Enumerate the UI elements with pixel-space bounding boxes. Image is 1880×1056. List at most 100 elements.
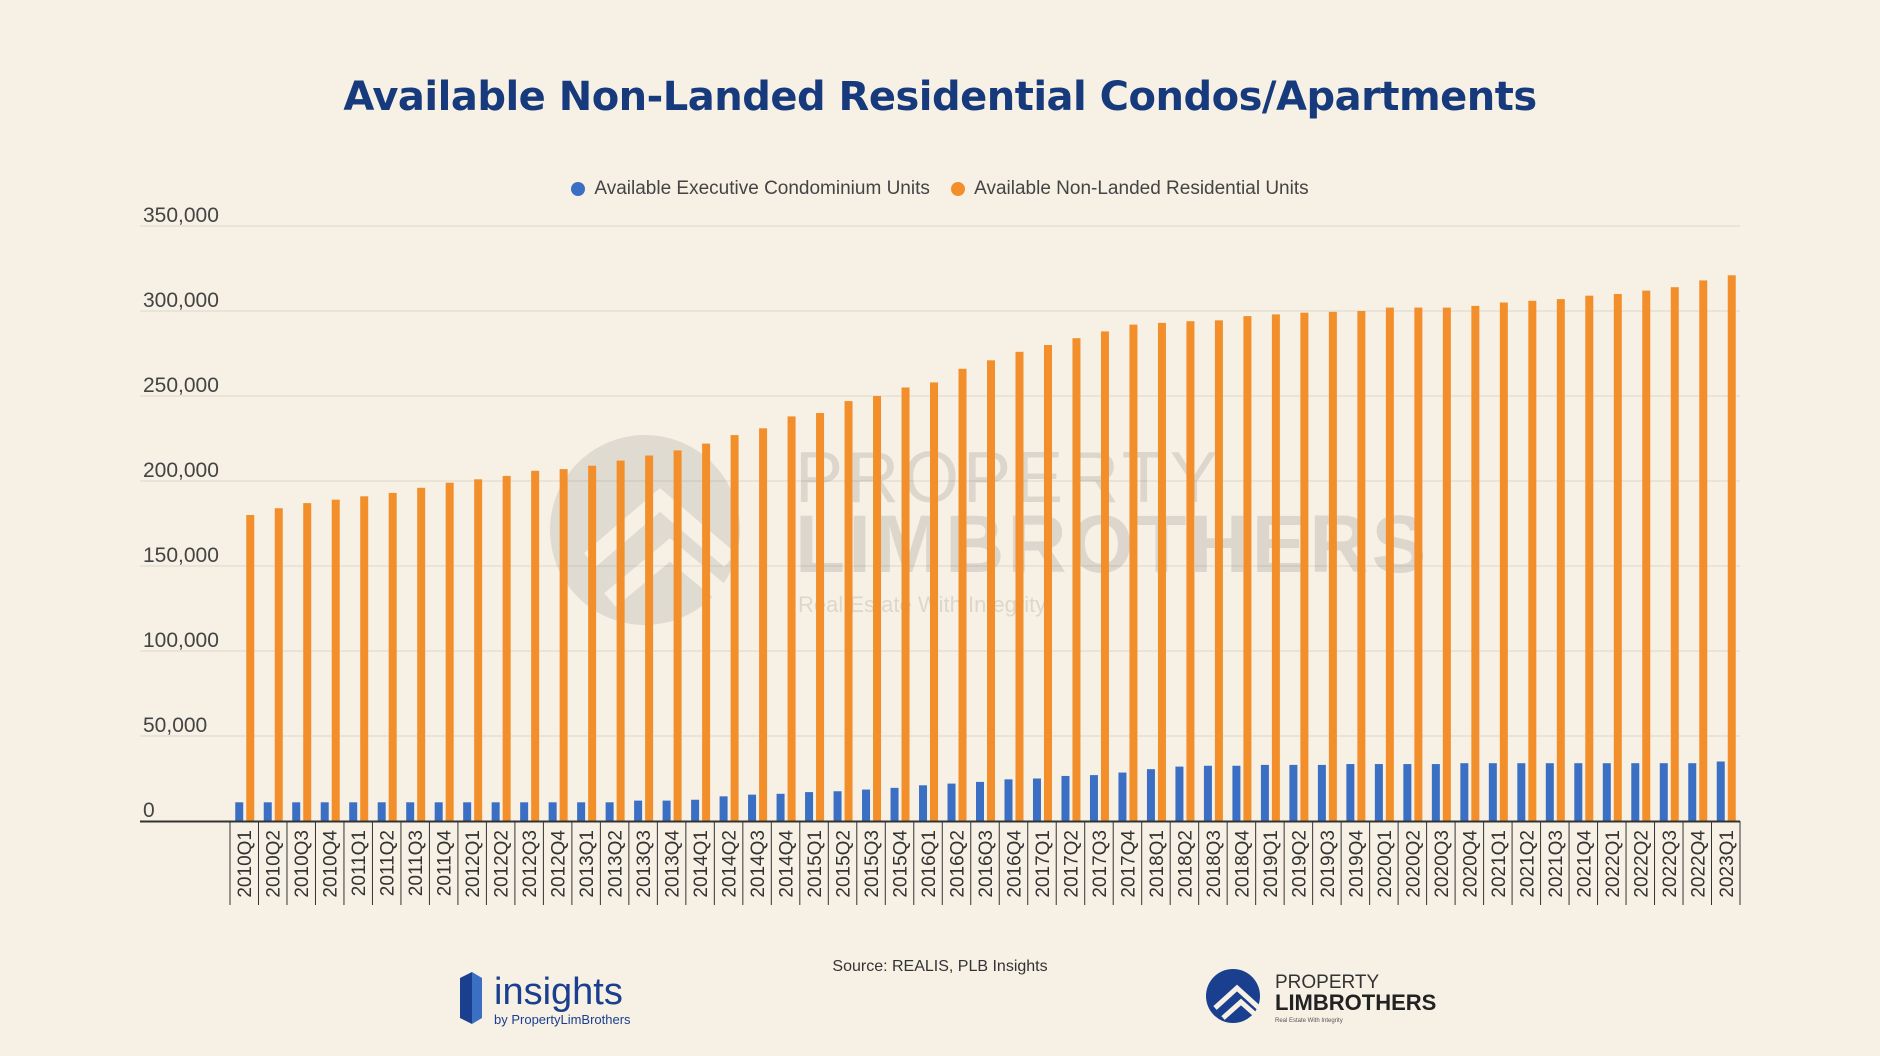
- bar-ec-2019Q3[interactable]: [1317, 764, 1326, 821]
- bar-ec-2022Q4[interactable]: [1688, 763, 1697, 821]
- bar-ec-2017Q1[interactable]: [1032, 778, 1041, 822]
- bar-ec-2012Q2[interactable]: [491, 802, 500, 821]
- bar-nonlanded-2021Q1[interactable]: [1499, 302, 1508, 822]
- bar-nonlanded-2023Q1[interactable]: [1727, 275, 1736, 821]
- bar-ec-2019Q2[interactable]: [1289, 764, 1298, 821]
- bar-nonlanded-2015Q1[interactable]: [816, 413, 825, 821]
- bar-ec-2013Q4[interactable]: [662, 800, 671, 821]
- bar-nonlanded-2015Q3[interactable]: [873, 396, 882, 821]
- bar-nonlanded-2017Q1[interactable]: [1043, 345, 1052, 821]
- bar-ec-2021Q1[interactable]: [1488, 763, 1497, 821]
- bar-nonlanded-2015Q4[interactable]: [901, 387, 910, 822]
- bar-nonlanded-2016Q4[interactable]: [1015, 351, 1024, 821]
- bar-ec-2012Q4[interactable]: [548, 802, 557, 821]
- bar-ec-2020Q1[interactable]: [1374, 764, 1383, 821]
- bar-nonlanded-2019Q4[interactable]: [1357, 311, 1366, 821]
- bar-nonlanded-2016Q2[interactable]: [958, 368, 967, 821]
- bar-ec-2013Q1[interactable]: [577, 802, 586, 821]
- legend-item-ec[interactable]: Available Executive Condominium Units: [571, 178, 930, 200]
- bar-ec-2012Q3[interactable]: [520, 802, 529, 821]
- bar-ec-2011Q4[interactable]: [434, 802, 443, 821]
- bar-nonlanded-2018Q3[interactable]: [1214, 320, 1223, 821]
- bar-ec-2022Q1[interactable]: [1602, 763, 1611, 821]
- bar-nonlanded-2012Q4[interactable]: [559, 469, 568, 821]
- bar-nonlanded-2017Q2[interactable]: [1072, 338, 1081, 821]
- bar-ec-2011Q1[interactable]: [349, 802, 358, 821]
- bar-nonlanded-2014Q3[interactable]: [759, 428, 768, 821]
- bar-nonlanded-2020Q2[interactable]: [1414, 307, 1423, 822]
- bar-ec-2016Q3[interactable]: [976, 781, 984, 821]
- bar-nonlanded-2011Q1[interactable]: [360, 496, 369, 821]
- bar-nonlanded-2013Q2[interactable]: [616, 460, 625, 821]
- bar-ec-2018Q3[interactable]: [1203, 765, 1212, 821]
- bar-ec-2011Q3[interactable]: [406, 802, 415, 821]
- bar-ec-2015Q3[interactable]: [862, 789, 871, 821]
- bar-ec-2014Q4[interactable]: [776, 793, 785, 821]
- legend-item-nonlanded[interactable]: Available Non-Landed Residential Units: [951, 178, 1309, 200]
- bar-ec-2021Q3[interactable]: [1545, 763, 1554, 821]
- bar-ec-2019Q1[interactable]: [1260, 764, 1269, 821]
- bar-ec-2023Q1[interactable]: [1716, 761, 1725, 822]
- bar-nonlanded-2021Q4[interactable]: [1585, 295, 1594, 821]
- bar-nonlanded-2010Q1[interactable]: [246, 515, 255, 821]
- bar-nonlanded-2018Q2[interactable]: [1186, 321, 1195, 821]
- bar-nonlanded-2018Q4[interactable]: [1243, 316, 1252, 821]
- bar-nonlanded-2011Q3[interactable]: [417, 487, 426, 821]
- bar-nonlanded-2020Q3[interactable]: [1442, 307, 1451, 822]
- bar-nonlanded-2010Q3[interactable]: [303, 503, 312, 821]
- bar-nonlanded-2014Q4[interactable]: [787, 416, 796, 821]
- bar-nonlanded-2010Q4[interactable]: [331, 499, 340, 821]
- bar-ec-2010Q2[interactable]: [263, 802, 272, 821]
- bar-ec-2019Q4[interactable]: [1346, 764, 1355, 821]
- bar-nonlanded-2020Q4[interactable]: [1471, 305, 1480, 821]
- bar-ec-2010Q3[interactable]: [292, 802, 301, 821]
- bar-nonlanded-2018Q1[interactable]: [1157, 322, 1166, 821]
- bar-nonlanded-2021Q2[interactable]: [1528, 300, 1537, 821]
- bar-ec-2018Q4[interactable]: [1232, 765, 1241, 821]
- bar-ec-2018Q2[interactable]: [1175, 766, 1184, 821]
- bar-ec-2015Q4[interactable]: [890, 787, 899, 821]
- bar-ec-2010Q1[interactable]: [235, 802, 244, 821]
- bar-nonlanded-2015Q2[interactable]: [844, 401, 853, 821]
- bar-ec-2014Q1[interactable]: [691, 799, 700, 821]
- bar-ec-2011Q2[interactable]: [377, 802, 386, 821]
- bar-nonlanded-2016Q1[interactable]: [930, 382, 939, 821]
- bar-nonlanded-2012Q2[interactable]: [502, 475, 511, 821]
- bar-nonlanded-2012Q1[interactable]: [474, 479, 483, 821]
- bar-ec-2021Q4[interactable]: [1574, 763, 1583, 821]
- bar-nonlanded-2022Q1[interactable]: [1613, 294, 1622, 821]
- bar-ec-2022Q2[interactable]: [1631, 763, 1640, 821]
- bar-ec-2020Q4[interactable]: [1460, 763, 1469, 821]
- bar-ec-2012Q1[interactable]: [463, 802, 472, 821]
- bar-ec-2013Q3[interactable]: [634, 800, 643, 821]
- bar-nonlanded-2017Q3[interactable]: [1100, 331, 1109, 821]
- bar-nonlanded-2017Q4[interactable]: [1129, 324, 1138, 821]
- bar-ec-2017Q2[interactable]: [1061, 775, 1070, 821]
- bar-ec-2020Q3[interactable]: [1431, 764, 1440, 821]
- bar-nonlanded-2013Q1[interactable]: [588, 465, 597, 821]
- bar-nonlanded-2019Q1[interactable]: [1271, 314, 1280, 821]
- bar-ec-2014Q3[interactable]: [748, 794, 757, 821]
- bar-ec-2018Q1[interactable]: [1146, 769, 1155, 821]
- bar-nonlanded-2013Q3[interactable]: [645, 455, 654, 822]
- bar-nonlanded-2011Q4[interactable]: [445, 482, 454, 821]
- bar-ec-2015Q2[interactable]: [833, 791, 842, 821]
- bar-nonlanded-2020Q1[interactable]: [1385, 307, 1394, 822]
- bar-ec-2020Q2[interactable]: [1403, 764, 1412, 821]
- bar-nonlanded-2013Q4[interactable]: [673, 450, 682, 821]
- bar-ec-2013Q2[interactable]: [605, 802, 614, 821]
- bar-ec-2015Q1[interactable]: [805, 792, 814, 821]
- bar-nonlanded-2014Q1[interactable]: [702, 443, 711, 821]
- bar-nonlanded-2016Q3[interactable]: [987, 360, 995, 821]
- bar-nonlanded-2019Q3[interactable]: [1328, 311, 1337, 821]
- bar-nonlanded-2021Q3[interactable]: [1556, 299, 1565, 822]
- bar-ec-2022Q3[interactable]: [1659, 763, 1668, 821]
- bar-ec-2010Q4[interactable]: [320, 802, 329, 821]
- bar-ec-2021Q2[interactable]: [1517, 763, 1526, 821]
- bar-ec-2014Q2[interactable]: [719, 796, 728, 821]
- bar-ec-2016Q2[interactable]: [947, 783, 956, 821]
- bar-nonlanded-2012Q3[interactable]: [531, 470, 540, 821]
- bar-nonlanded-2022Q2[interactable]: [1642, 290, 1651, 822]
- bar-nonlanded-2011Q2[interactable]: [388, 492, 397, 821]
- bar-nonlanded-2022Q4[interactable]: [1699, 280, 1708, 821]
